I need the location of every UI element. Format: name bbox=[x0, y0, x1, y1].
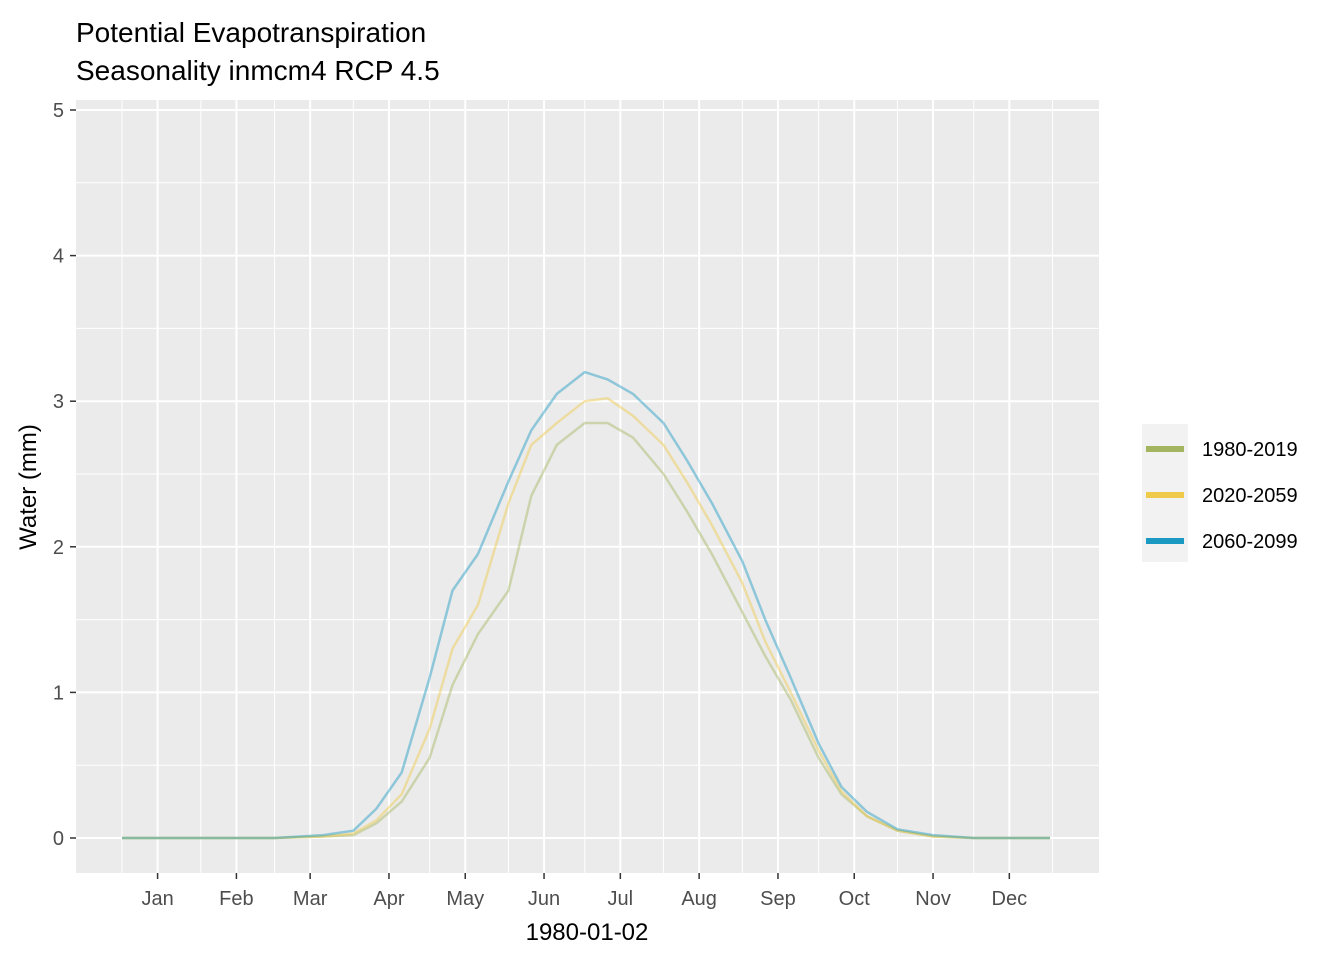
legend: 1980-2019 2020-2059 2060-2099 bbox=[1142, 424, 1298, 562]
y-tick-label: 0 bbox=[53, 828, 64, 850]
plot-panel bbox=[76, 100, 1099, 873]
y-axis: 0 1 2 3 4 5 bbox=[53, 100, 76, 850]
legend-label: 2060-2099 bbox=[1202, 531, 1298, 553]
y-axis-title: Water (mm) bbox=[15, 424, 42, 550]
series-line-1980-2019 bbox=[122, 421, 1050, 840]
x-tick-label: Jan bbox=[141, 888, 173, 910]
x-tick-label: Sep bbox=[760, 888, 796, 910]
series-line-2020-2059 bbox=[122, 397, 1050, 840]
legend-label: 1980-2019 bbox=[1202, 439, 1298, 461]
legend-label: 2020-2059 bbox=[1202, 485, 1298, 507]
x-tick-label: Mar bbox=[293, 888, 328, 910]
series-line-2060-2099 bbox=[122, 370, 1050, 840]
x-tick-label: Nov bbox=[915, 888, 951, 910]
x-tick-label: Apr bbox=[373, 888, 404, 910]
x-tick-label: Jul bbox=[608, 888, 634, 910]
series-lines bbox=[122, 370, 1050, 840]
x-tick-label: Jun bbox=[528, 888, 560, 910]
grid-minor bbox=[76, 100, 1099, 873]
x-tick-label: Feb bbox=[219, 888, 253, 910]
y-tick-label: 4 bbox=[53, 246, 64, 268]
x-tick-label: Aug bbox=[681, 888, 717, 910]
y-tick-label: 2 bbox=[53, 537, 64, 559]
x-tick-label: Oct bbox=[839, 888, 871, 910]
x-axis: Jan Feb Mar Apr May Jun Jul Aug Sep Oct Nov Dec bbox=[141, 873, 1027, 910]
x-tick-label: Dec bbox=[992, 888, 1028, 910]
y-tick-label: 1 bbox=[53, 682, 64, 704]
chart-subtitle: Seasonality inmcm4 RCP 4.5 bbox=[76, 55, 440, 86]
y-tick-label: 5 bbox=[53, 100, 64, 122]
y-tick-label: 3 bbox=[53, 391, 64, 413]
grid-major bbox=[76, 100, 1099, 873]
chart-title: Potential Evapotranspiration bbox=[76, 17, 426, 48]
x-tick-label: May bbox=[446, 888, 484, 910]
x-axis-title: 1980-01-02 bbox=[526, 919, 649, 946]
